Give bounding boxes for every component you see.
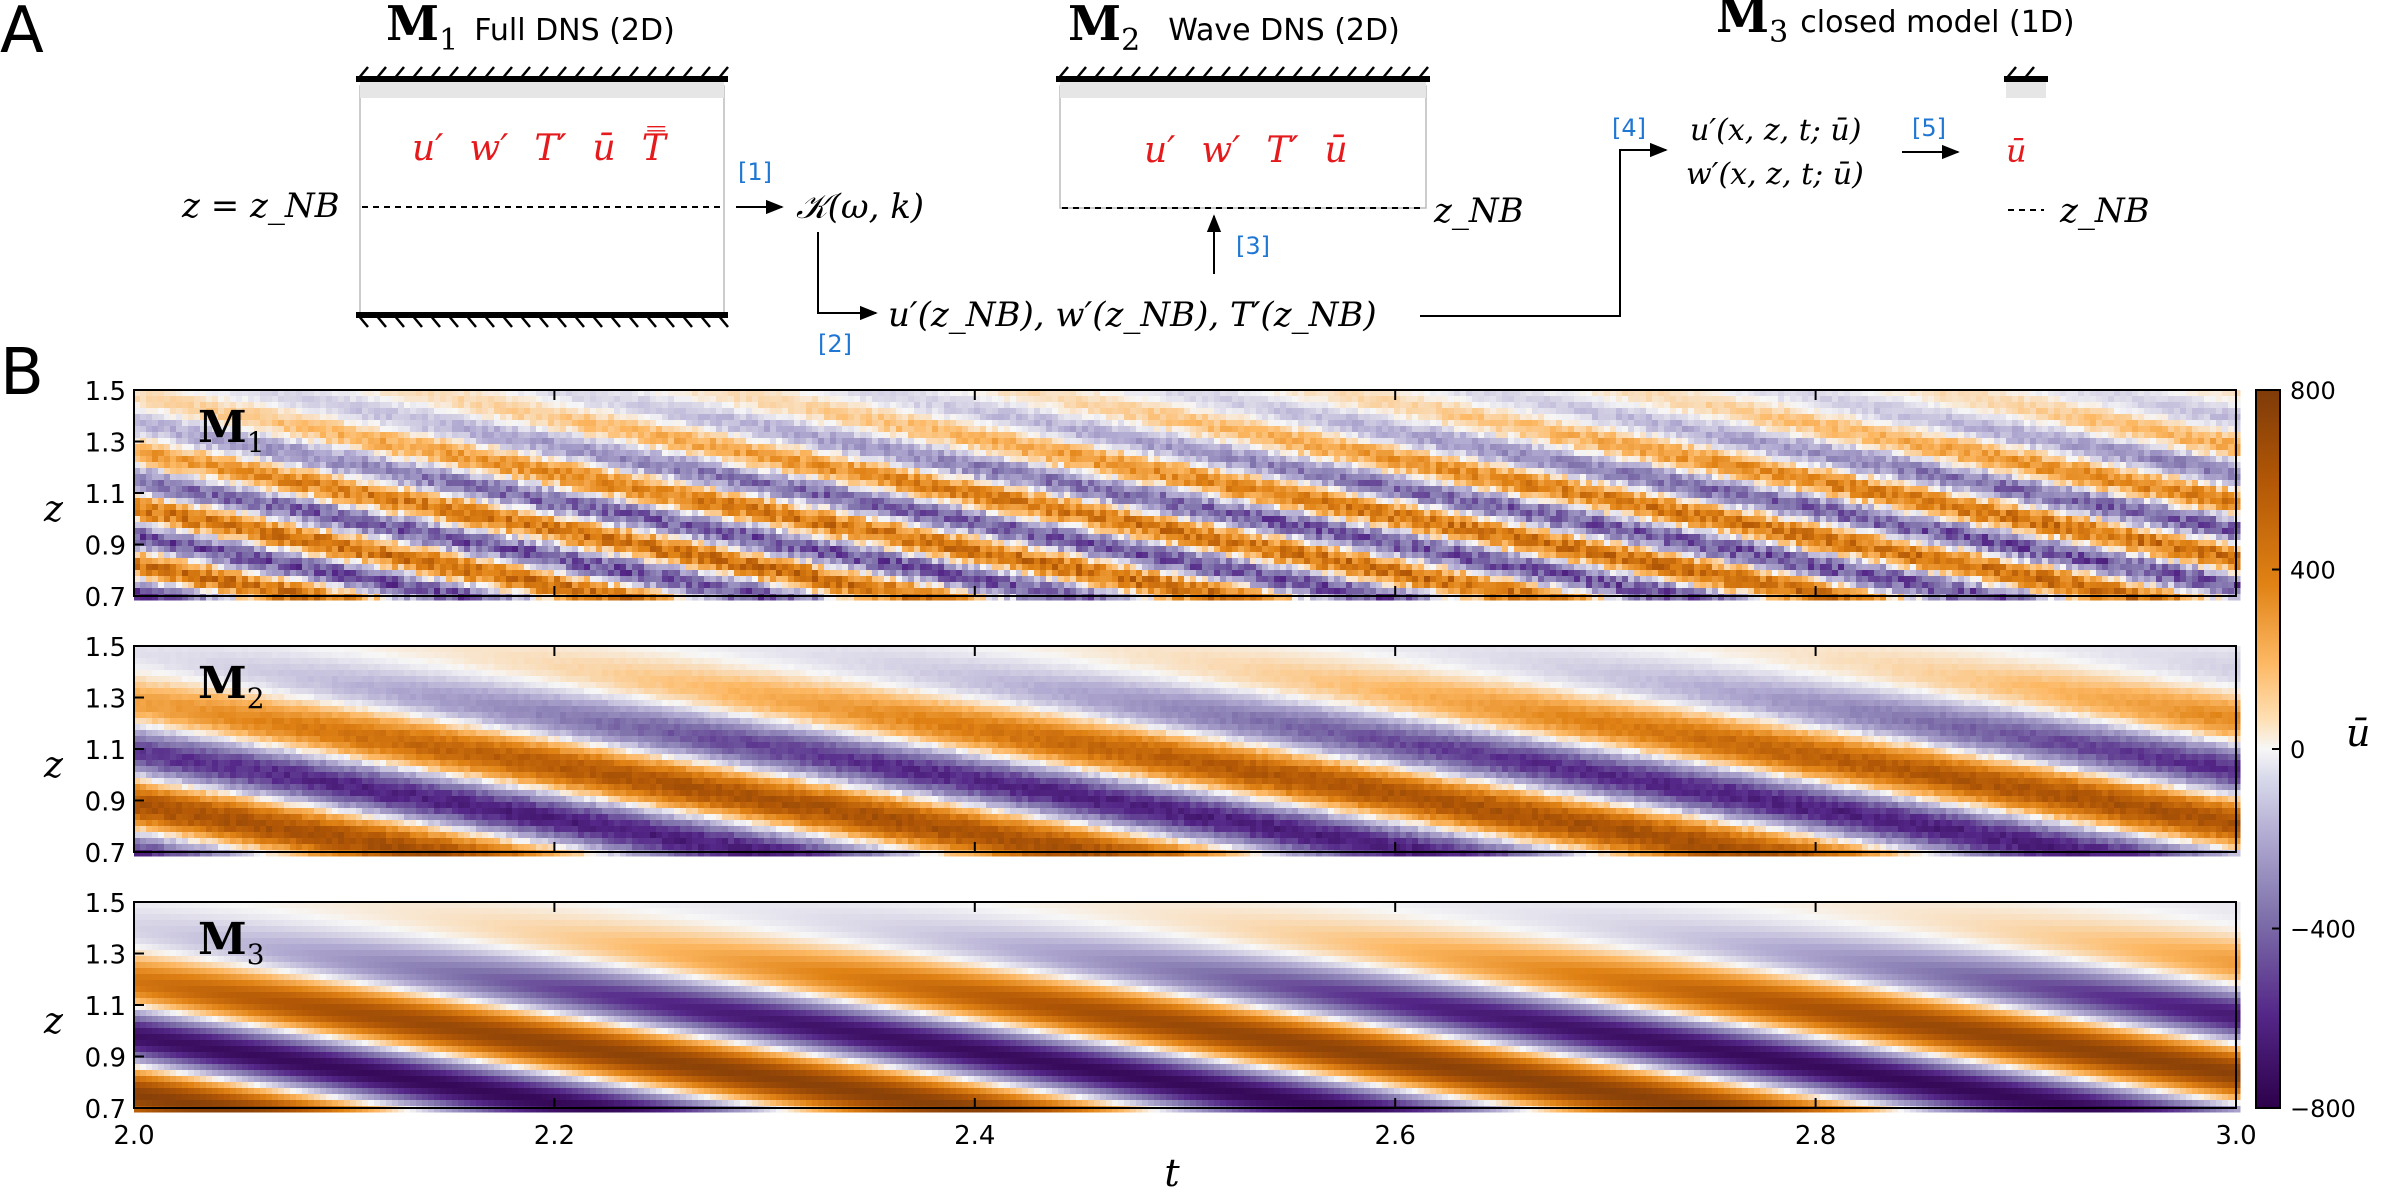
step-1-label: [1] — [738, 158, 772, 186]
y-tick-label: 0.9 — [85, 532, 126, 562]
y-tick-label: 1.1 — [85, 992, 126, 1022]
y-tick-label: 0.9 — [85, 788, 126, 818]
model-2-level: z_NB — [1433, 191, 1524, 231]
colorbar-tick-label: 0 — [2290, 736, 2305, 764]
y-tick-label: 1.3 — [85, 941, 126, 971]
kernel-label: 𝒦(ω, k) — [796, 187, 924, 227]
x-tick-label: 2.4 — [954, 1121, 995, 1151]
step-2-label: [2] — [818, 330, 852, 358]
colorbar-tick-label: 400 — [2290, 557, 2336, 585]
x-tick-label: 3.0 — [2215, 1121, 2256, 1151]
y-tick-label: 1.3 — [85, 685, 126, 715]
heatmap-cells — [134, 902, 2241, 1113]
colorbar-tick-label: 800 — [2290, 377, 2336, 405]
model-1-fields: u′ w′ T′ ū T̿ — [412, 125, 669, 169]
panel-a-label: A — [0, 0, 44, 68]
panel-b-label: B — [0, 336, 44, 410]
x-axis-label: t — [1164, 1151, 1180, 1195]
model-3-field: ū — [2006, 132, 2027, 170]
y-axis-label: z — [43, 489, 64, 530]
x-tick-label: 2.6 — [1375, 1121, 1416, 1151]
y-tick-label: 1.5 — [85, 633, 126, 663]
colorbar: 800 400 0 −400 −800 ū — [2256, 377, 2370, 1123]
step-3-label: [3] — [1236, 232, 1270, 260]
model-3-level: z_NB — [2059, 191, 2150, 231]
x-tick-label: 2.0 — [113, 1121, 154, 1151]
y-tick-label: 0.9 — [85, 1044, 126, 1074]
colorbar-tick-label: −800 — [2290, 1095, 2356, 1123]
y-tick-label: 1.5 — [85, 377, 126, 407]
y-tick-label: 0.7 — [85, 839, 126, 869]
boundary-data: u′(z_NB), w′(z_NB), T′(z_NB) — [888, 295, 1377, 335]
y-tick-label: 0.7 — [85, 583, 126, 613]
colorbar-tick-label: −400 — [2290, 916, 2356, 944]
step-2-arrow — [818, 232, 876, 313]
model-1-box — [356, 67, 728, 327]
y-axis-label: z — [43, 745, 64, 786]
x-tick-label: 2.2 — [534, 1121, 575, 1151]
model-3-title: M3 closed model (1D) — [1716, 0, 2075, 50]
step-4-arrow — [1420, 150, 1666, 316]
colorbar-label: ū — [2346, 711, 2370, 755]
model-2-box — [1056, 67, 1430, 208]
model-1-level: z = z_NB — [181, 186, 340, 226]
step-5-label: [5] — [1912, 114, 1946, 142]
heatmap-panels: M1z1.51.31.10.90.7M2z1.51.31.10.90.7M3z1… — [43, 377, 2241, 1125]
model-2-fields: u′ w′ T′ ū — [1144, 130, 1348, 171]
closure-u: u′(x, z, t; ū) — [1690, 113, 1861, 148]
closure-w: w′(x, z, t; ū) — [1686, 157, 1864, 192]
panel-a: A M1 Full DNS (2D) u′ w′ T′ ū T̿ z = z_NB [1]… — [0, 0, 2150, 358]
step-4-label: [4] — [1612, 114, 1646, 142]
x-axis: 2.0 2.2 2.4 2.6 2.8 3.0 — [113, 1121, 2256, 1151]
model-1-hatch — [358, 67, 728, 327]
figure: A M1 Full DNS (2D) u′ w′ T′ ū T̿ z = z_NB [1]… — [0, 0, 2382, 1198]
heatmap-cells — [134, 646, 2241, 857]
panel-b: B M1z1.51.31.10.90.7M2z1.51.31.10.90.7M3… — [0, 336, 2370, 1195]
y-tick-label: 1.5 — [85, 889, 126, 919]
heatmap-cells — [134, 390, 2241, 601]
y-tick-label: 1.1 — [85, 480, 126, 510]
y-axis-label: z — [43, 1001, 64, 1042]
model-1-title: M1 Full DNS (2D) — [386, 0, 675, 58]
y-tick-label: 1.3 — [85, 429, 126, 459]
x-tick-label: 2.8 — [1795, 1121, 1836, 1151]
model-2-title: M2 Wave DNS (2D) — [1068, 0, 1400, 58]
y-tick-label: 1.1 — [85, 736, 126, 766]
